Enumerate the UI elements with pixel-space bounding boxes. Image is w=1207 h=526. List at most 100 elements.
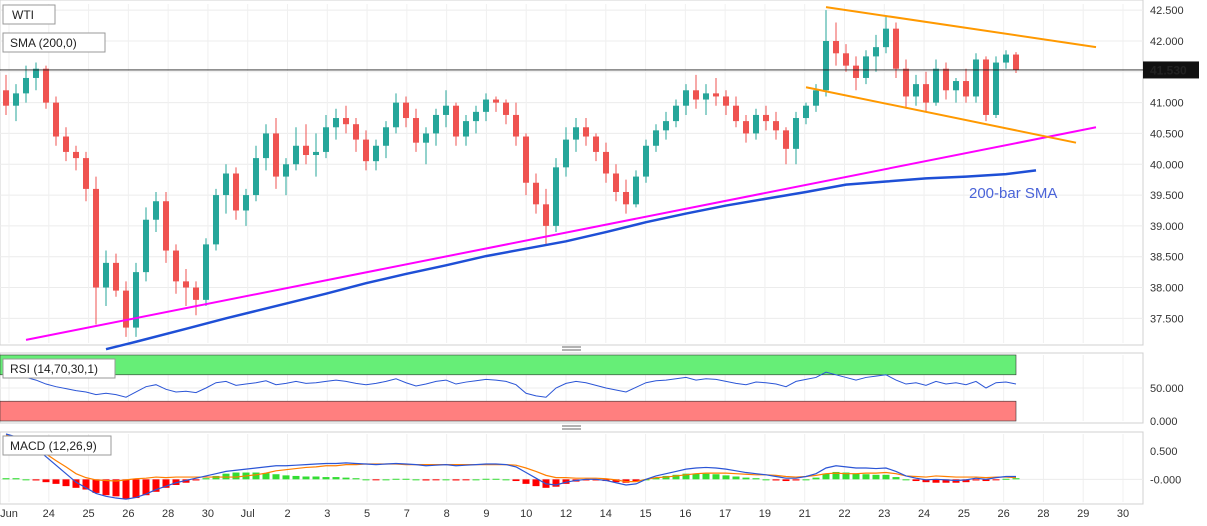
candle-body	[993, 62, 999, 115]
rsi-line	[5, 371, 1017, 398]
indicators	[2, 371, 1020, 500]
sma-200-line	[105, 169, 1037, 351]
candle-body	[63, 136, 69, 152]
macd-histogram-bar	[32, 479, 40, 481]
candle-body	[83, 158, 89, 189]
sma-tag[interactable]: SMA (200,0)	[2, 32, 106, 53]
candle-body	[283, 164, 289, 177]
candle-body	[953, 81, 959, 91]
candle-body	[983, 59, 989, 115]
macd-histogram-bar	[912, 479, 920, 482]
macd-histogram-bar	[872, 474, 880, 480]
rsi-tag[interactable]: RSI (14,70,30,1)	[2, 358, 116, 379]
macd-y-tick: 0.500	[1150, 446, 1178, 458]
macd-histogram-bar	[72, 479, 80, 488]
macd-histogram-bar	[282, 475, 290, 480]
macd-histogram-bar	[782, 479, 790, 482]
macd-histogram-bar	[142, 479, 150, 496]
candle-body	[533, 182, 539, 205]
price-y-tick: 42.000	[1150, 36, 1184, 48]
rsi-resize-handle[interactable]	[562, 346, 581, 351]
candle-body	[723, 96, 729, 106]
candle-body	[3, 90, 9, 106]
macd-tag[interactable]: MACD (12,26,9)	[2, 435, 112, 456]
macd-histogram-bar	[352, 478, 360, 480]
macd-histogram-bar	[982, 479, 990, 482]
candle-body	[883, 28, 889, 48]
macd-histogram-bar	[492, 478, 500, 480]
candle-body	[93, 188, 99, 288]
candle-body	[203, 244, 209, 300]
macd-histogram-bar	[922, 479, 930, 483]
candle-body	[103, 262, 109, 288]
macd-histogram-bar	[992, 479, 1000, 481]
macd-histogram-bar	[62, 479, 70, 487]
macd-histogram-bar	[312, 476, 320, 480]
price-panel[interactable]	[0, 0, 1144, 346]
macd-histogram-bar	[882, 474, 890, 480]
candle-body	[693, 90, 699, 100]
x-tick-label: 30	[202, 508, 214, 520]
price-y-tick: 40.000	[1150, 159, 1184, 171]
macd-histogram-bar	[892, 477, 900, 480]
candle-body	[683, 90, 689, 106]
macd-histogram-bar	[82, 479, 90, 490]
x-tick-label: 19	[759, 508, 771, 520]
macd-histogram-bar	[432, 479, 440, 481]
macd-histogram-bar	[972, 479, 980, 481]
candle-body	[253, 158, 259, 196]
macd-histogram-bar	[392, 478, 400, 480]
channel-lower-line	[805, 86, 1077, 144]
macd-histogram-bar	[1012, 478, 1020, 480]
last-price-label: 41.530	[1150, 63, 1187, 77]
x-tick-label: Jul	[241, 508, 255, 520]
macd-histogram-bar	[702, 473, 710, 480]
price-y-tick: 37.500	[1150, 313, 1184, 325]
macd-panel[interactable]	[0, 431, 1144, 505]
candle-body	[673, 105, 679, 122]
candle-body	[13, 93, 19, 106]
candle-body	[793, 118, 799, 149]
x-tick-label: 24	[918, 508, 930, 520]
price-y-tick: 38.500	[1150, 252, 1184, 264]
symbol-tag[interactable]: WTI	[2, 4, 56, 25]
candle-body	[1003, 54, 1009, 63]
x-tick-label: 25	[82, 508, 94, 520]
macd-histogram-bar	[552, 479, 560, 487]
candle-body	[643, 145, 649, 177]
macd-histogram-bar	[832, 471, 840, 480]
candle-body	[323, 127, 329, 152]
candle-body	[213, 195, 219, 245]
x-tick-label: Jun	[0, 508, 18, 520]
candle-body	[293, 145, 299, 165]
x-tick-label: 22	[838, 508, 850, 520]
candle-body	[423, 133, 429, 143]
macd-histogram-bar	[1002, 478, 1010, 480]
candle-body	[733, 105, 739, 122]
overlays	[25, 6, 1097, 351]
x-tick-label: 3	[324, 508, 330, 520]
candle-body	[413, 118, 419, 143]
macd-histogram-bar	[502, 479, 510, 481]
x-tick-label: 7	[404, 508, 410, 520]
macd-histogram-bar	[2, 478, 10, 480]
macd-histogram-bar	[292, 475, 300, 480]
x-tick-label: 28	[162, 508, 174, 520]
candle-body	[433, 114, 439, 134]
macd-histogram-bar	[42, 479, 50, 483]
candle-body	[863, 56, 869, 78]
candle-body	[833, 40, 839, 54]
macd-histogram-bar	[772, 479, 780, 481]
macd-histogram-bar	[822, 473, 830, 480]
macd-histogram-bar	[752, 478, 760, 480]
macd-resize-handle[interactable]	[562, 425, 581, 430]
candle-body	[163, 201, 169, 251]
candle-body	[53, 102, 59, 137]
macd-histogram-bar	[382, 479, 390, 481]
candle-body	[753, 114, 759, 134]
candle-body	[973, 59, 979, 97]
ascending-trendline	[25, 126, 1097, 341]
price-y-tick: 41.000	[1150, 98, 1184, 110]
candles	[3, 10, 1019, 337]
